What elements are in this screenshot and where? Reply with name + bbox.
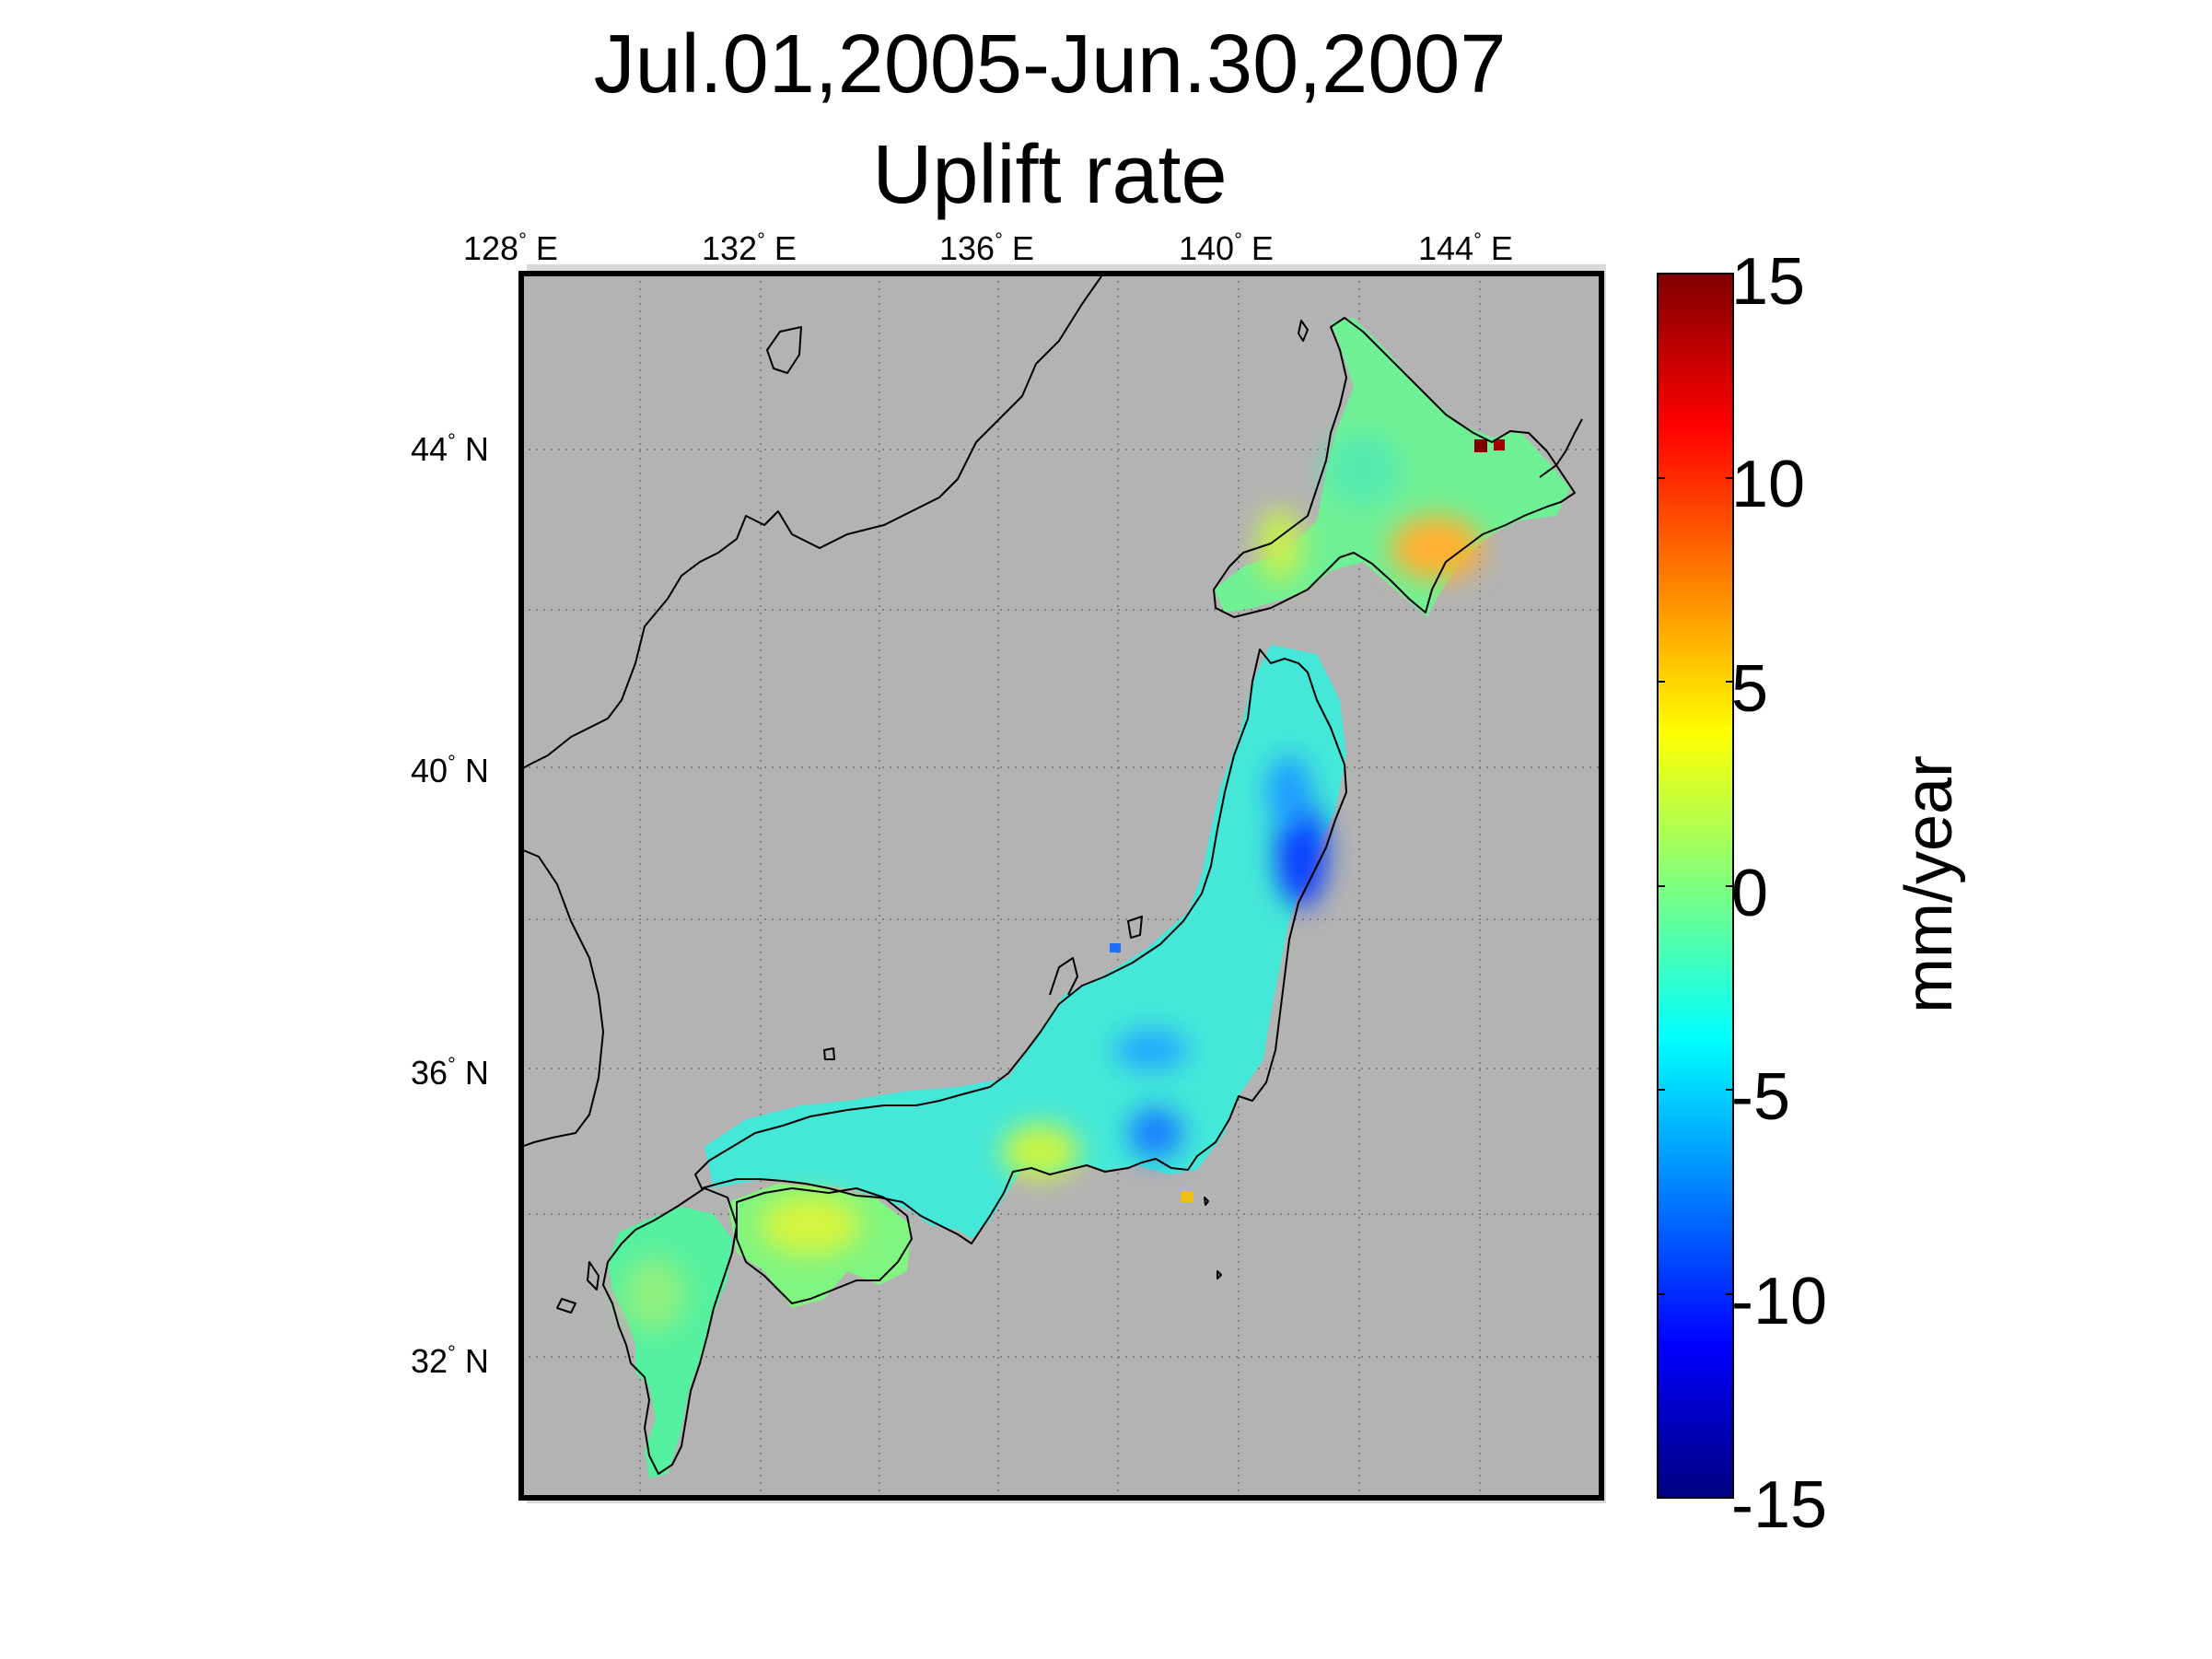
lat-tick-36: 36° N [411,1053,489,1092]
colorbar-tick-10: 10 [1731,448,1806,521]
colorbar-tick-minus5: -5 [1731,1060,1791,1134]
lat-tick-40: 40° N [411,751,489,789]
colorbar-tick-minus10: -10 [1731,1265,1828,1338]
lon-tick-140: 140° E [1179,228,1274,267]
title-line-2: Uplift rate [872,129,1228,221]
colorbar-tick-0: 0 [1731,857,1769,930]
colorbar-tick-minus15: -15 [1731,1468,1828,1542]
colorbar-tick-15: 15 [1731,245,1806,319]
colorbar-tick-5: 5 [1731,652,1769,726]
colorbar-unit-label: mm/year [1892,754,1966,1014]
title-line-1: Jul.01,2005-Jun.30,2007 [593,18,1507,111]
lat-tick-32: 32° N [411,1341,489,1380]
colorbar-ticks [1658,477,1733,1295]
sado-pixel [1110,943,1121,952]
lon-tick-132: 132° E [702,228,797,267]
lon-tick-136: 136° E [939,228,1034,267]
uplift-rate-field [608,318,1570,1478]
lat-tick-44: 44° N [411,429,489,468]
hokkaido-anomaly-pixel [1474,439,1487,452]
kinki-uplift [1002,1124,1079,1179]
tokachi-uplift [1391,516,1483,580]
coastlines [521,275,1583,1475]
lon-tick-144: 144° E [1418,228,1513,267]
chubu-subsidence [1114,1030,1188,1070]
colorbar [1657,273,1734,1499]
honshu-field [704,645,1346,1239]
lon-tick-128: 128° E [463,228,558,267]
map-frame [518,271,1604,1501]
